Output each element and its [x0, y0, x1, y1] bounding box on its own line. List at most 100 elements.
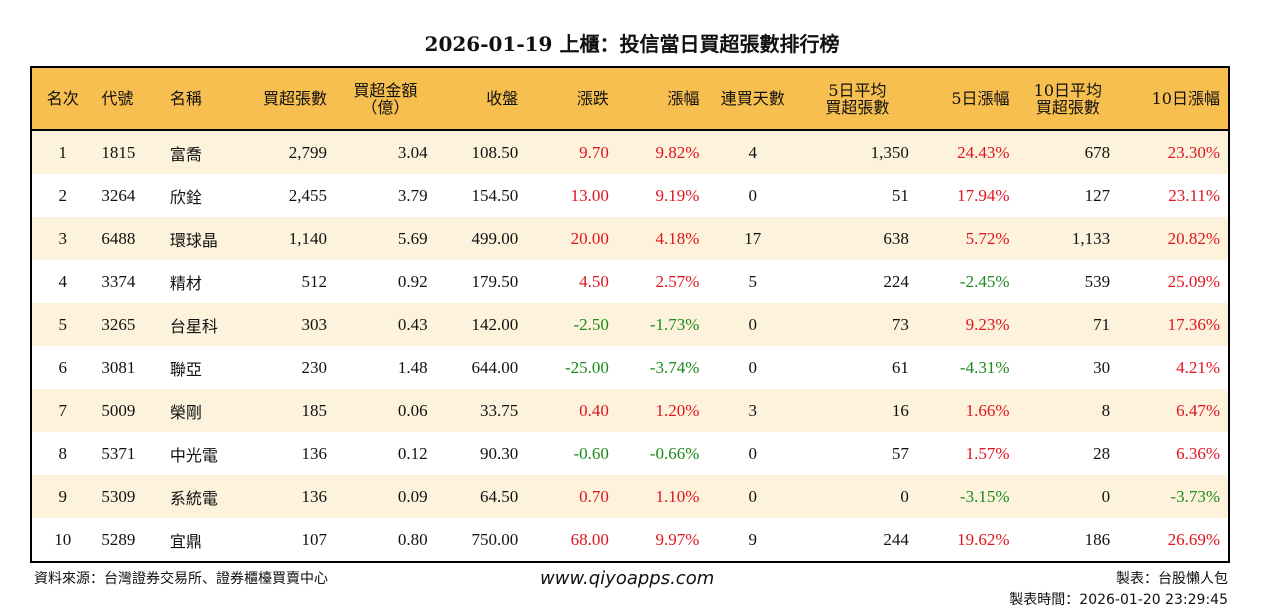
table-cell: 73 — [798, 303, 917, 346]
table-cell: 644.00 — [471, 357, 519, 377]
table-cell: 0.09 — [335, 475, 436, 518]
table-cell: -3.73% — [1118, 475, 1229, 518]
table-cell: 5 — [748, 271, 758, 291]
column-header: 名次 — [31, 67, 94, 131]
table-cell: -1.73% — [616, 303, 708, 346]
table-cell: 1,350 — [798, 130, 917, 174]
table-cell: 17.94% — [957, 185, 1010, 205]
table-cell: 1,140 — [242, 217, 335, 260]
table-cell: 4.18% — [616, 217, 708, 260]
table-row[interactable]: 8 5371 中光電 136 0.12 90.30 -0.60 -0.66% 0 57 1.57% 2… — [31, 432, 1229, 475]
table-cell: 5371 — [101, 443, 136, 463]
table-cell: 0.06 — [335, 389, 436, 432]
column-header: 名稱 — [161, 67, 243, 131]
table-cell: 179.50 — [471, 271, 519, 291]
table-cell: 9.19% — [655, 185, 700, 205]
table-cell: 5309 — [93, 475, 162, 518]
table-cell: 2 — [58, 185, 67, 205]
table-cell: 0 — [748, 443, 758, 463]
website-link[interactable]: www.qiyoapps.com — [540, 568, 715, 589]
table-cell: 精材 — [169, 275, 202, 293]
table-cell: 244 — [883, 529, 909, 549]
table-cell: 5.72% — [916, 217, 1018, 260]
table-cell: 90.30 — [480, 443, 519, 463]
table-cell: 5.69 — [335, 217, 436, 260]
made-time: 製表時間：2026-01-20 23:29:45 — [1009, 592, 1228, 608]
column-header: 10日平均 買超張數 — [1017, 67, 1119, 131]
table-cell: 23.11% — [1168, 185, 1220, 205]
table-header: 名次 代號 名稱 買超張數 買超金額 （億） 收盤 漲跌 漲幅 連買天數 5日平均 買超張數 5日漲… — [31, 67, 1229, 131]
column-header: 漲跌 — [526, 67, 617, 131]
table-cell: 303 — [242, 303, 335, 346]
table-cell: 9.97% — [655, 529, 700, 549]
table-cell: 142.00 — [435, 303, 527, 346]
table-cell: 3.79 — [397, 185, 428, 205]
table-cell: 8 — [58, 443, 67, 463]
column-header: 10日漲幅 — [1118, 67, 1229, 131]
table-cell: 4 — [58, 271, 67, 291]
table-cell: 5 — [31, 303, 94, 346]
table-cell: 0.40 — [526, 389, 617, 432]
table-cell: 107 — [301, 529, 328, 549]
table-cell: 9 — [748, 529, 758, 549]
table-cell: 33.75 — [435, 389, 527, 432]
table-cell: 3 — [31, 217, 94, 260]
table-row[interactable]: 9 5309 系統電 136 0.09 64.50 0.70 1.10% 0 0 -3.15% 0 -3… — [31, 475, 1229, 518]
table-cell: 榮剛 — [161, 389, 243, 432]
column-header: 代號 — [93, 67, 162, 131]
table-cell: 2.57% — [655, 271, 700, 291]
table-row[interactable]: 2 3264 欣銓 2,455 3.79 154.50 13.00 9.19% 0 51 17.94… — [31, 174, 1229, 217]
column-header: 買超張數 — [242, 67, 335, 131]
table-cell: 20.00 — [526, 217, 617, 260]
table-cell: 1.48 — [397, 357, 428, 377]
table-cell: 0.80 — [397, 529, 428, 549]
table-cell: 7 — [31, 389, 94, 432]
table-row[interactable]: 1 1815 富喬 2,799 3.04 108.50 9.70 9.82% 4 1,350 24.… — [31, 130, 1229, 174]
table-cell: 186 — [1084, 529, 1111, 549]
table-cell: 154.50 — [471, 185, 519, 205]
table-cell: 17 — [707, 217, 799, 260]
table-cell: 0 — [707, 303, 799, 346]
table-cell: 5009 — [93, 389, 162, 432]
table-cell: 16 — [798, 389, 917, 432]
table-cell: 台星科 — [161, 303, 243, 346]
table-cell: 1,133 — [1017, 217, 1119, 260]
table-cell: 68.00 — [570, 529, 609, 549]
table-row[interactable]: 5 3265 台星科 303 0.43 142.00 -2.50 -1.73% 0 73 9.23%… — [31, 303, 1229, 346]
table-cell: 6.47% — [1118, 389, 1229, 432]
table-cell: 3265 — [93, 303, 162, 346]
table-cell: 127 — [1084, 185, 1111, 205]
table-cell: 539 — [1084, 271, 1111, 291]
table-cell: 0 — [798, 475, 917, 518]
table-cell: 64.50 — [435, 475, 527, 518]
table-row[interactable]: 4 3374 精材 512 0.92 179.50 4.50 2.57% 5 224 -2.45% 5… — [31, 260, 1229, 303]
table-cell: 系統電 — [161, 475, 243, 518]
table-cell: 19.62% — [957, 529, 1010, 549]
table-cell: 26.69% — [1167, 529, 1220, 549]
table-cell: 61 — [891, 357, 909, 377]
table-cell: 0 — [748, 357, 758, 377]
table-row[interactable]: 7 5009 榮剛 185 0.06 33.75 0.40 1.20% 3 16 1.66% 8 6.4… — [31, 389, 1229, 432]
table-cell: 57 — [891, 443, 909, 463]
column-header: 連買天數 — [707, 67, 799, 131]
table-cell: 10 — [54, 529, 72, 549]
table-cell: 0.70 — [526, 475, 617, 518]
data-source: 資料來源：台灣證券交易所、證券櫃檯買賣中心 — [34, 571, 328, 587]
table-cell: 欣銓 — [169, 189, 202, 207]
table-row[interactable]: 6 3081 聯亞 230 1.48 644.00 -25.00 -3.74% 0 61 -4.31… — [31, 346, 1229, 389]
table-cell: 13.00 — [570, 185, 609, 205]
table-cell: 20.82% — [1118, 217, 1229, 260]
table-cell: 512 — [301, 271, 328, 291]
table-cell: 富喬 — [161, 130, 243, 174]
column-header: 5日漲幅 — [916, 67, 1018, 131]
table-cell: 0.92 — [397, 271, 428, 291]
table-cell: 750.00 — [471, 529, 519, 549]
table-row[interactable]: 10 5289 宜鼎 107 0.80 750.00 68.00 9.97% 9 244 19.62… — [31, 518, 1229, 562]
table-cell: 8 — [1017, 389, 1119, 432]
table-row[interactable]: 3 6488 環球晶 1,140 5.69 499.00 20.00 4.18% 17 638 5.… — [31, 217, 1229, 260]
table-cell: 2,799 — [242, 130, 335, 174]
table-cell: 0.12 — [397, 443, 428, 463]
table-cell: 9.70 — [526, 130, 617, 174]
column-header: 買超金額 （億） — [335, 67, 436, 131]
table-cell: 1.10% — [616, 475, 708, 518]
